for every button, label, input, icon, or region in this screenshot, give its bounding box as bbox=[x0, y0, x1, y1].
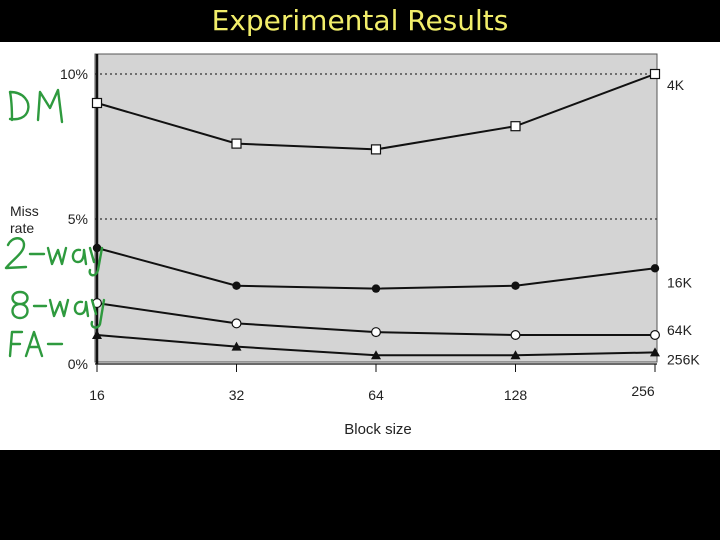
x-axis-label: Block size bbox=[344, 421, 412, 438]
series-label-64K: 64K bbox=[667, 322, 693, 338]
point-4K-32 bbox=[231, 138, 242, 149]
series-label-256K: 256K bbox=[667, 351, 700, 367]
point-64K-256 bbox=[649, 330, 660, 341]
point-256K-256 bbox=[650, 347, 660, 357]
series-16K bbox=[92, 243, 660, 293]
x-tick-label: 32 bbox=[229, 387, 245, 403]
y-tick-label: 10% bbox=[60, 66, 88, 82]
series-4K bbox=[91, 68, 661, 155]
series-256K bbox=[92, 330, 660, 360]
miss-rate-chart: 0% 5% 10% 16 32 64 128 256 4K 16K 64K 256K Miss rate… bbox=[4, 53, 700, 438]
point-4K-16 bbox=[91, 97, 103, 109]
point-64K-128 bbox=[510, 330, 521, 341]
point-4K-64 bbox=[370, 144, 382, 155]
plot-background bbox=[94, 53, 658, 363]
chart-panel: 0% 5% 10% 16 32 64 128 256 4K 16K 64K 256K Miss rate… bbox=[0, 42, 720, 450]
point-16K-128 bbox=[511, 281, 520, 290]
point-64K-64 bbox=[371, 327, 382, 338]
point-4K-256 bbox=[649, 68, 661, 80]
y-tick-label: 0% bbox=[68, 356, 88, 372]
point-256K-16 bbox=[92, 330, 102, 339]
annotation-2-way bbox=[4, 237, 104, 277]
annotation-fa bbox=[8, 330, 64, 358]
series-label-16K: 16K bbox=[667, 274, 693, 290]
handwritten-annotations bbox=[4, 88, 106, 358]
x-tick-label: 64 bbox=[368, 387, 384, 403]
point-64K-32 bbox=[231, 318, 242, 329]
annotation-dm bbox=[8, 88, 64, 124]
point-16K-64 bbox=[371, 284, 381, 293]
point-16K-256 bbox=[650, 264, 660, 273]
y-tick-label: 5% bbox=[68, 211, 88, 227]
point-256K-64 bbox=[371, 350, 381, 360]
x-tick-label: 128 bbox=[504, 387, 528, 403]
annotation-8-way bbox=[11, 290, 106, 329]
series-label-4K: 4K bbox=[667, 77, 685, 93]
series-64K bbox=[91, 298, 660, 341]
x-tick-label: 16 bbox=[89, 387, 105, 403]
y-axis-label: Miss rate bbox=[10, 203, 39, 236]
point-16K-32 bbox=[232, 281, 241, 290]
slide-title: Experimental Results bbox=[211, 4, 509, 37]
point-4K-128 bbox=[510, 121, 521, 132]
x-tick-label: 256 bbox=[631, 383, 655, 399]
point-256K-128 bbox=[510, 350, 521, 360]
point-256K-32 bbox=[231, 341, 242, 351]
point-16K-16 bbox=[92, 243, 102, 253]
